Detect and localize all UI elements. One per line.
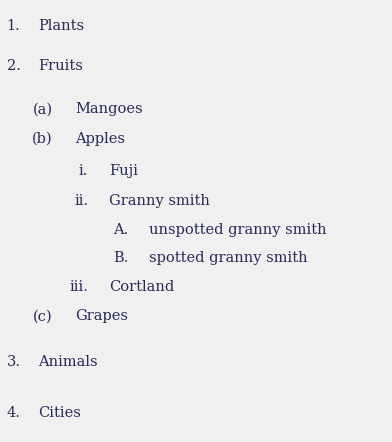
Text: (b): (b): [32, 132, 53, 146]
Text: Mangoes: Mangoes: [75, 102, 143, 116]
Text: Fuji: Fuji: [109, 164, 138, 178]
Text: Cortland: Cortland: [109, 280, 174, 294]
Text: 3.: 3.: [6, 354, 20, 369]
Text: spotted granny smith: spotted granny smith: [149, 251, 308, 265]
Text: Grapes: Grapes: [75, 309, 128, 324]
Text: (c): (c): [33, 309, 53, 324]
Text: unspotted granny smith: unspotted granny smith: [149, 223, 327, 237]
Text: Apples: Apples: [75, 132, 125, 146]
Text: ii.: ii.: [74, 194, 88, 208]
Text: i.: i.: [79, 164, 88, 178]
Text: Granny smith: Granny smith: [109, 194, 210, 208]
Text: Fruits: Fruits: [38, 59, 83, 73]
Text: (a): (a): [33, 102, 53, 116]
Text: Plants: Plants: [38, 19, 85, 33]
Text: 4.: 4.: [7, 406, 20, 420]
Text: Animals: Animals: [38, 354, 98, 369]
Text: 2.: 2.: [7, 59, 20, 73]
Text: A.: A.: [113, 223, 129, 237]
Text: iii.: iii.: [69, 280, 88, 294]
Text: B.: B.: [113, 251, 129, 265]
Text: 1.: 1.: [7, 19, 20, 33]
Text: Cities: Cities: [38, 406, 81, 420]
